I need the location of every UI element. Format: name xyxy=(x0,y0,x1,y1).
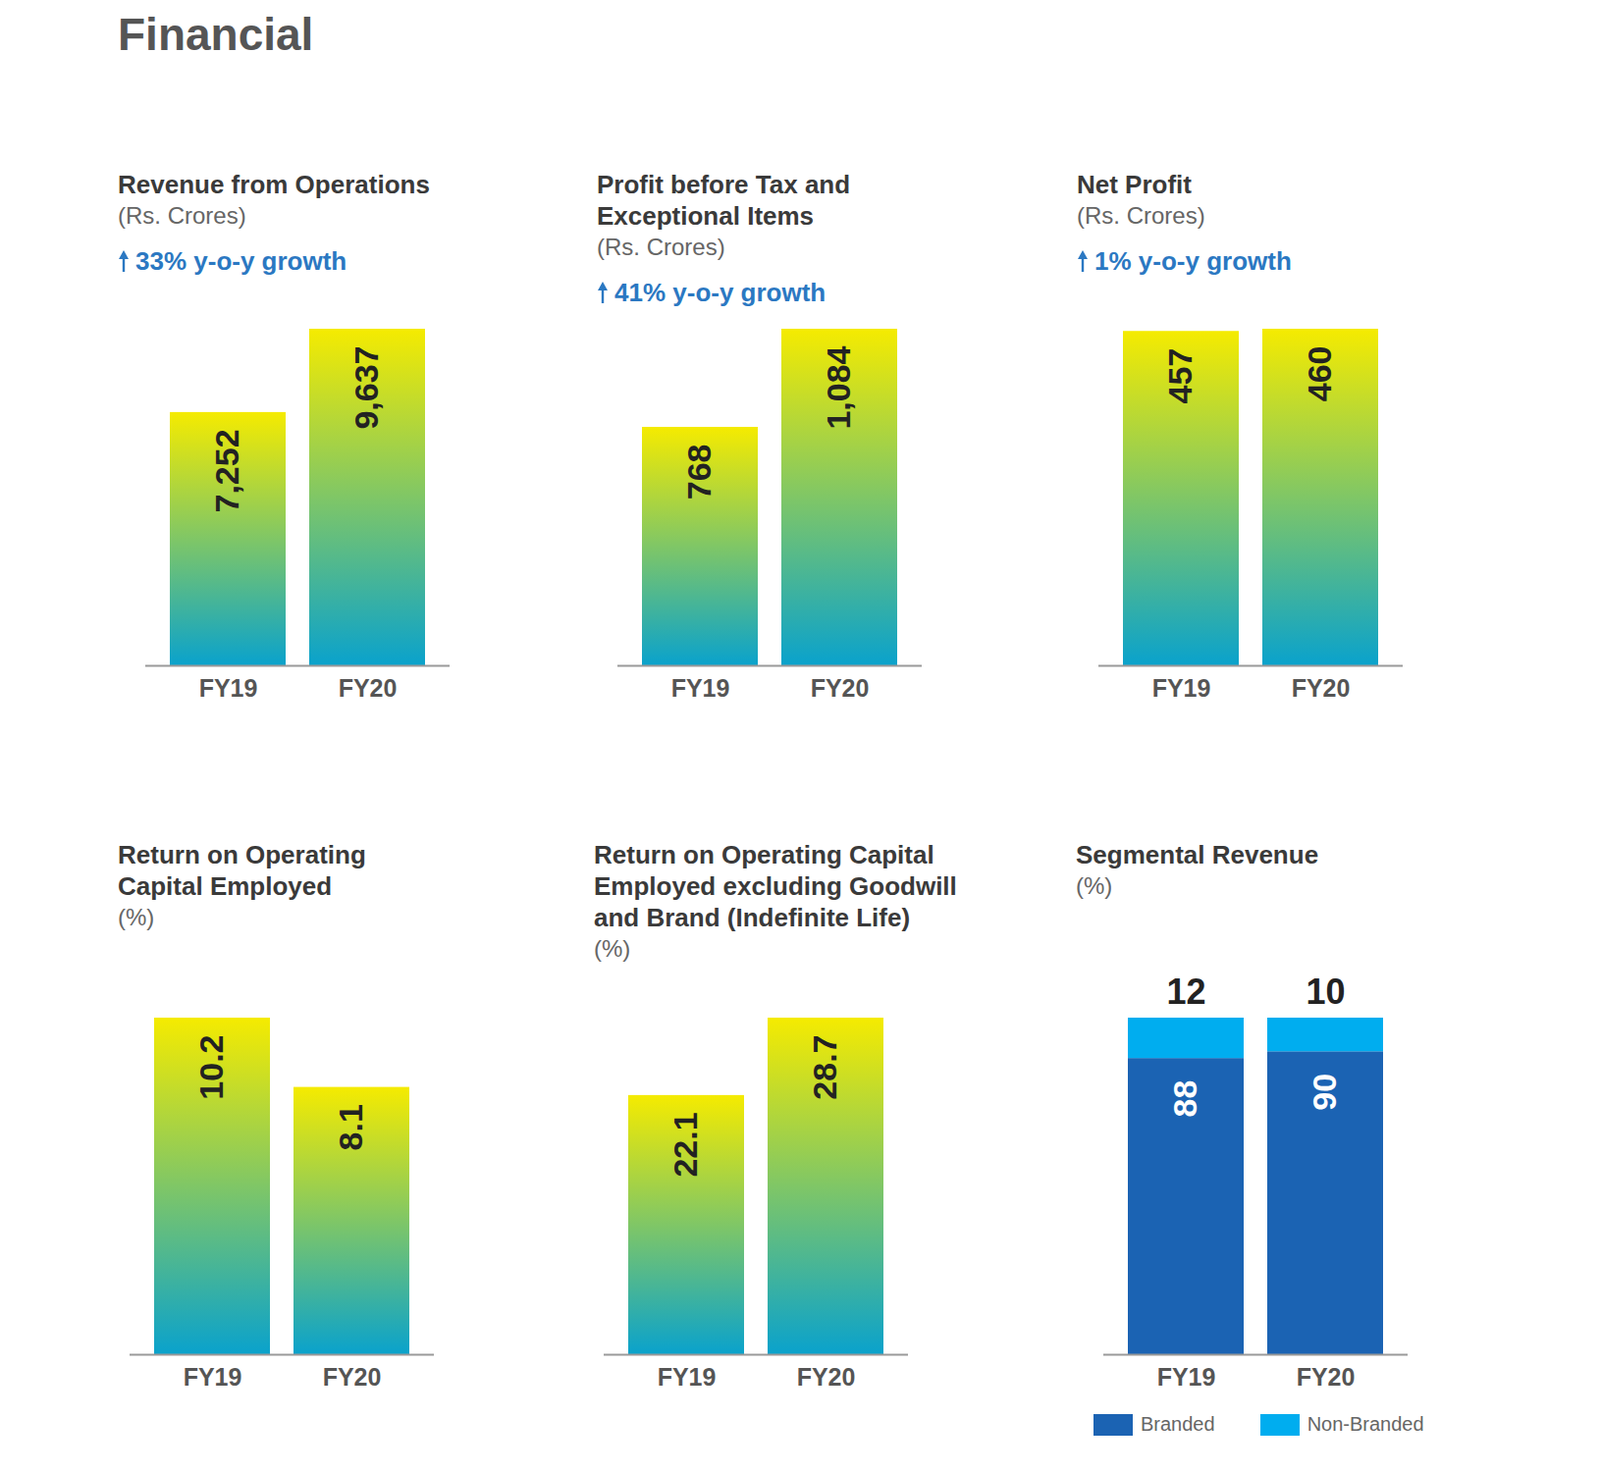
svg-text:FY19: FY19 xyxy=(183,1363,243,1391)
svg-text:FY20: FY20 xyxy=(810,674,870,702)
html-text:Profit before Tax and Exceptio: Profit before Tax and Exceptional Items xyxy=(596,169,851,231)
svg-text:FY19: FY19 xyxy=(657,1363,717,1391)
html-text:33% y-o-y growth: 33% y-o-y growth xyxy=(135,246,347,276)
svg-text:FY19: FY19 xyxy=(671,674,731,702)
html-text:Net Profit: Net Profit xyxy=(1076,169,1192,200)
svg-text:9,637: 9,637 xyxy=(347,346,385,430)
svg-text:FY19: FY19 xyxy=(199,674,259,702)
html-text:Financial: Financial xyxy=(117,8,314,60)
html-text:Branded: Branded xyxy=(1140,1413,1215,1436)
html-text:(Rs. Crores): (Rs. Crores) xyxy=(596,233,726,261)
svg-text:FY20: FY20 xyxy=(322,1363,382,1391)
svg-text:10.2: 10.2 xyxy=(192,1035,230,1101)
svg-text:22.1: 22.1 xyxy=(666,1112,704,1177)
svg-text:8.1: 8.1 xyxy=(331,1104,370,1151)
svg-text:FY20: FY20 xyxy=(338,674,398,702)
html-text:Segmental Revenue: Segmental Revenue xyxy=(1075,840,1319,870)
html-text:(Rs. Crores): (Rs. Crores) xyxy=(1076,202,1206,229)
html-text:41% y-o-y growth: 41% y-o-y growth xyxy=(614,277,826,308)
svg-text:1,084: 1,084 xyxy=(819,345,857,429)
svg-text:768: 768 xyxy=(680,443,718,500)
html-text:(Rs. Crores): (Rs. Crores) xyxy=(117,202,247,229)
svg-text:12: 12 xyxy=(1166,971,1206,1013)
html-text:Non-Branded: Non-Branded xyxy=(1307,1413,1424,1436)
svg-text:FY20: FY20 xyxy=(1291,674,1351,702)
svg-text:28.7: 28.7 xyxy=(805,1035,844,1101)
svg-text:FY20: FY20 xyxy=(797,1363,856,1391)
html-text:Return on Operating Capital Em: Return on Operating Capital Employed xyxy=(117,840,366,902)
html-text:1% y-o-y growth: 1% y-o-y growth xyxy=(1094,246,1292,276)
svg-text:FY20: FY20 xyxy=(1296,1363,1356,1391)
svg-text:FY19: FY19 xyxy=(1157,1363,1217,1391)
html-text:Revenue from Operations: Revenue from Operations xyxy=(117,169,430,200)
svg-text:10: 10 xyxy=(1305,971,1345,1013)
svg-text:7,252: 7,252 xyxy=(208,428,246,513)
svg-text:88: 88 xyxy=(1166,1080,1204,1119)
svg-text:460: 460 xyxy=(1300,346,1338,403)
html-text:Return on Operating Capital Em: Return on Operating Capital Employed exc… xyxy=(593,840,957,933)
svg-text:457: 457 xyxy=(1161,348,1199,405)
svg-text:FY19: FY19 xyxy=(1152,674,1212,702)
svg-text:90: 90 xyxy=(1305,1073,1343,1112)
